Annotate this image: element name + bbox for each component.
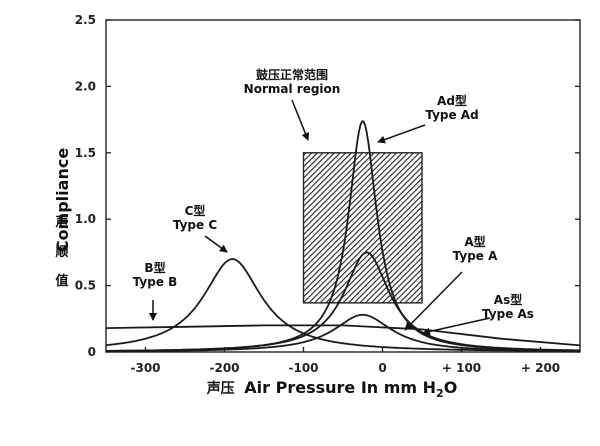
label-normal-region-cn: 鼓压正常范围 [256, 67, 328, 82]
x-tick-label: -300 [130, 361, 160, 375]
x-axis-title-end: O [444, 378, 458, 397]
label-type-ad: Type Ad [425, 108, 478, 122]
series-type-b [105, 324, 581, 347]
y-axis-title-cn-3: 值 [55, 273, 68, 289]
x-tick-label: 0 [378, 361, 386, 375]
arrow-type-as [422, 317, 491, 336]
arrow-type-c [204, 235, 228, 253]
label-type-a-cn: A型 [464, 234, 485, 249]
data-curves [105, 120, 581, 353]
normal-region [302, 152, 423, 304]
y-tick-label: 0.5 [75, 279, 96, 293]
arrow-type-ad [377, 124, 426, 144]
series-type-c [105, 258, 580, 352]
y-tick-label: 1.5 [75, 146, 96, 160]
y-axis-title: Compliance [53, 148, 72, 253]
label-type-as-cn: As型 [494, 292, 522, 307]
arrow-normal-region [291, 99, 310, 141]
x-axis-title-sub: 2 [436, 387, 444, 400]
y-axis-title-cn-2: 顺 [55, 245, 68, 260]
x-tick-label: + 200 [521, 361, 560, 375]
x-tick-label: -100 [288, 361, 318, 375]
label-type-c-cn: C型 [185, 203, 206, 218]
plot-frame [105, 19, 581, 353]
label-type-c: Type C [173, 218, 217, 232]
y-axis-title-cn-1: 声 [54, 214, 68, 230]
x-axis-title-main: Air Pressure In mm H [244, 378, 436, 397]
label-type-ad-cn: Ad型 [437, 93, 467, 108]
x-axis-title: 声压 Air Pressure In mm H2O [206, 378, 458, 400]
label-type-a: Type A [453, 249, 498, 263]
arrow-type-a [404, 271, 463, 331]
label-type-b: Type B [133, 275, 178, 289]
y-tick-label: 1.0 [75, 212, 96, 226]
y-tick-label: 2.5 [75, 13, 96, 27]
y-tick-label: 2.0 [75, 79, 96, 93]
label-type-b-cn: B型 [144, 260, 165, 275]
axis-ticks: 0 0.5 1.0 1.5 2.0 2.5 -300 -200 -100 0 + 100 + 200 [75, 13, 580, 375]
y-tick-label: 0 [88, 345, 96, 359]
label-type-as: Type As [482, 307, 534, 321]
normal-region-box [302, 152, 423, 304]
x-axis-title-cn: 声压 [206, 380, 235, 397]
x-tick-label: + 100 [442, 361, 481, 375]
label-normal-region: Normal region [244, 82, 341, 96]
x-tick-label: -200 [209, 361, 239, 375]
